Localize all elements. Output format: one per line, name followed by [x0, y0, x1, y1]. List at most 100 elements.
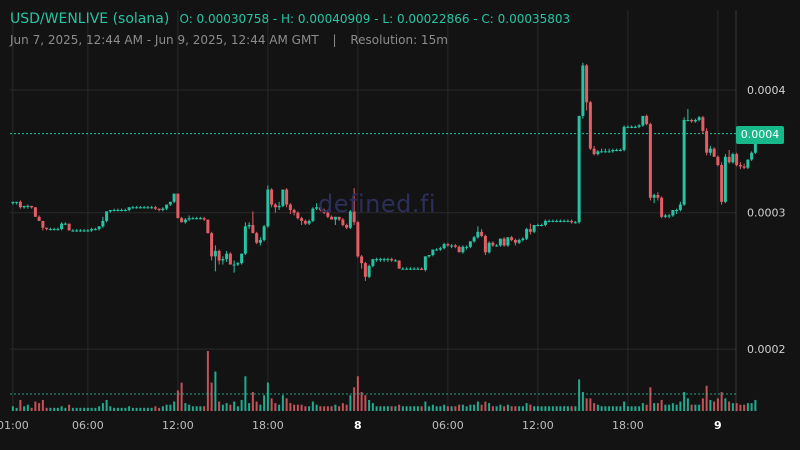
volume-bar: [664, 404, 667, 411]
volume-bar: [465, 406, 468, 411]
volume-bar: [720, 392, 723, 411]
volume-bar: [544, 406, 547, 411]
volume-bar: [364, 395, 367, 411]
volume-bar: [458, 404, 461, 411]
candle-body: [607, 151, 611, 153]
volume-bar: [660, 399, 663, 411]
candle-body: [333, 216, 337, 220]
candle-body: [517, 240, 521, 243]
candle-body: [183, 219, 187, 223]
candle-body: [213, 250, 217, 257]
volume-bar: [439, 406, 442, 411]
candle-body: [405, 268, 409, 270]
volume-bar: [11, 406, 14, 411]
y-tick-label: 0.0002: [747, 343, 786, 356]
candle-body: [487, 242, 491, 253]
candle-body: [663, 215, 667, 217]
volume-bar: [379, 406, 382, 411]
candle-body: [258, 240, 262, 243]
volume-bar: [34, 401, 37, 411]
candle-body: [435, 249, 439, 251]
volume-bar: [413, 406, 416, 411]
candle-body: [251, 225, 255, 234]
candle-body: [420, 268, 424, 270]
volume-bar: [38, 403, 41, 411]
volume-bar: [79, 407, 82, 411]
separator: |: [332, 33, 337, 47]
candle-body: [705, 130, 709, 153]
volume-bar: [319, 406, 322, 411]
candle-body: [206, 219, 210, 234]
candle-body: [701, 117, 705, 131]
volume-bar: [428, 406, 431, 411]
volume-bar: [90, 407, 93, 411]
candle-body: [536, 225, 540, 226]
candle-body: [108, 210, 112, 212]
volume-bar: [533, 406, 536, 411]
volume-bar: [630, 406, 633, 411]
candle-body: [393, 260, 397, 262]
candle-body: [326, 212, 330, 217]
candle-body: [510, 237, 514, 240]
candle-body: [453, 245, 457, 247]
candle-body: [236, 263, 240, 265]
volume-bar: [236, 406, 239, 411]
volume-bar: [604, 406, 607, 411]
candle-body: [555, 220, 559, 222]
volume-bar: [229, 404, 232, 411]
volume-bar: [484, 401, 487, 411]
volume-bar: [431, 404, 434, 411]
candle-body: [603, 151, 607, 153]
volume-bar: [401, 406, 404, 411]
volume-bar: [330, 406, 333, 411]
candle-body: [262, 226, 266, 240]
candle-body: [247, 225, 251, 227]
volume-bar: [409, 406, 412, 411]
volume-bar: [315, 404, 318, 411]
candle-body: [322, 210, 326, 213]
candle-body: [161, 208, 165, 210]
volume-bar: [589, 398, 592, 411]
candle-body: [648, 124, 652, 198]
volume-bar: [19, 399, 22, 411]
candle-body: [585, 65, 589, 103]
volume-bar: [71, 407, 74, 411]
candle-body: [521, 238, 525, 240]
volume-bar: [488, 403, 491, 411]
candle-body: [277, 205, 281, 208]
candle-body: [195, 218, 199, 220]
volume-bar: [585, 398, 588, 411]
volume-bar: [510, 406, 513, 411]
volume-bar: [518, 406, 521, 411]
candle-body: [375, 259, 379, 261]
candle-body: [292, 210, 296, 213]
candle-body: [270, 189, 274, 205]
volume-bar: [184, 403, 187, 411]
candle-body: [198, 218, 202, 220]
candle-body: [138, 207, 142, 209]
candle-body: [210, 233, 214, 257]
volume-bar: [443, 404, 446, 411]
candle-body: [678, 204, 682, 210]
volume-bar: [416, 406, 419, 411]
volume-bar: [570, 406, 573, 411]
x-tick-label: 12:00: [162, 419, 194, 432]
candle-body: [532, 225, 536, 232]
chart-header: USD/WENLIVE (solana) O: 0.00030758 - H: …: [10, 11, 570, 47]
volume-bar: [203, 406, 206, 411]
candle-body: [243, 226, 247, 254]
x-tick-label: 9: [714, 419, 722, 432]
current-price-line: [10, 133, 736, 395]
volume-bar: [619, 406, 622, 411]
candle-body: [41, 220, 45, 228]
candle-body: [228, 253, 232, 265]
candle-body: [671, 210, 675, 216]
volume-bar: [180, 382, 183, 411]
volume-bar: [75, 407, 78, 411]
volume-bar: [135, 407, 138, 411]
volume-bar: [698, 404, 701, 411]
volume-bar: [615, 406, 618, 411]
volume-bar: [278, 404, 281, 411]
candle-body: [633, 126, 637, 128]
